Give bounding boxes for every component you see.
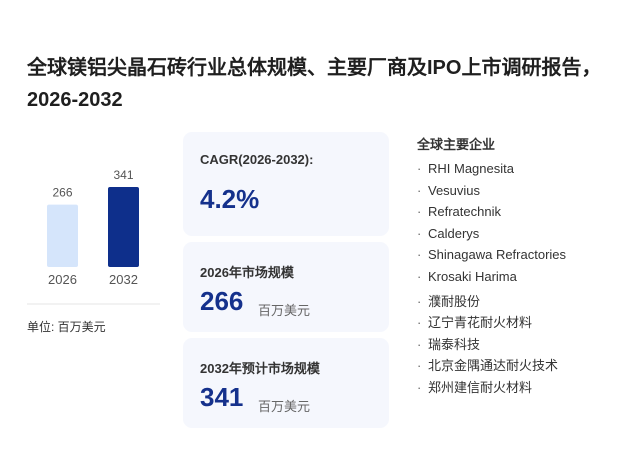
company-name: 濮耐股份 (428, 293, 481, 309)
company-name: 北京金隅通达耐火技术 (428, 358, 559, 374)
company-item: · Calderys (417, 226, 479, 241)
bullet: · (417, 161, 422, 176)
company-name: Krosaki Harima (428, 269, 517, 284)
market-2026-card: 2026年市场规模 266 百万美元 (183, 242, 389, 332)
company-item: · Refratechnik (417, 204, 501, 219)
company-item: · 辽宁青花耐火材料 (417, 312, 532, 331)
company-item: · Krosaki Harima (417, 269, 517, 284)
bullet: · (417, 336, 422, 352)
unit-label: 单位: 百万美元 (27, 320, 106, 334)
market-2026-value: 266 (200, 286, 244, 316)
company-item: · Vesuvius (417, 183, 480, 198)
category-label: 2026 (48, 272, 77, 287)
market-2026-label: 2026年市场规模 (200, 265, 294, 280)
company-name: Calderys (428, 225, 480, 241)
market-2032-card: 2032年预计市场规模 341 百万美元 (183, 338, 389, 428)
company-name: Shinagawa Refractories (428, 247, 567, 263)
bullet: · (417, 358, 422, 374)
cagr-label: CAGR(2026-2032): (200, 152, 314, 167)
bullet: · (417, 204, 422, 220)
company-item: · Shinagawa Refractories (417, 247, 566, 262)
bullet: · (417, 247, 422, 263)
value-label: 266 (52, 186, 72, 200)
company-item: · 瑞泰科技 (417, 334, 480, 353)
bullet: · (417, 293, 422, 309)
market-2032-value: 341 (200, 382, 244, 412)
company-name: Refratechnik (428, 204, 501, 220)
company-item: · RHI Magnesita (417, 161, 514, 176)
market-2026-unit: 百万美元 (258, 303, 311, 318)
company-item: · 郑州建信耐火材料 (417, 377, 532, 396)
company-name: Vesuvius (428, 182, 481, 198)
market-2032-unit: 百万美元 (258, 399, 311, 414)
cagr-value: 4.2% (200, 184, 260, 214)
companies-heading: 全球主要企业 (417, 137, 496, 152)
company-name: RHI Magnesita (428, 161, 514, 176)
company-name: 瑞泰科技 (428, 336, 481, 352)
bullet: · (417, 182, 422, 198)
bar (108, 187, 139, 267)
report-title: 全球镁铝尖晶石砖行业总体规模、主要厂商及IPO上市调研报告，2026-2032 (27, 57, 602, 111)
bullet: · (417, 380, 422, 395)
market-2032-label: 2032年预计市场规模 (200, 361, 320, 376)
company-name: 辽宁青花耐火材料 (428, 315, 533, 331)
cagr-card: CAGR(2026-2032): 4.2% (183, 132, 389, 236)
bar-chart: 266 2026 341 2032 (27, 168, 160, 305)
bullet: · (417, 315, 422, 331)
category-label: 2032 (109, 272, 138, 287)
bullet: · (417, 269, 422, 284)
bullet: · (417, 225, 422, 241)
value-label: 341 (113, 168, 133, 182)
company-name: 郑州建信耐火材料 (428, 380, 533, 395)
company-item: · 北京金隅通达耐火技术 (417, 355, 558, 374)
company-item: · 濮耐股份 (417, 291, 480, 310)
bar (47, 204, 78, 267)
